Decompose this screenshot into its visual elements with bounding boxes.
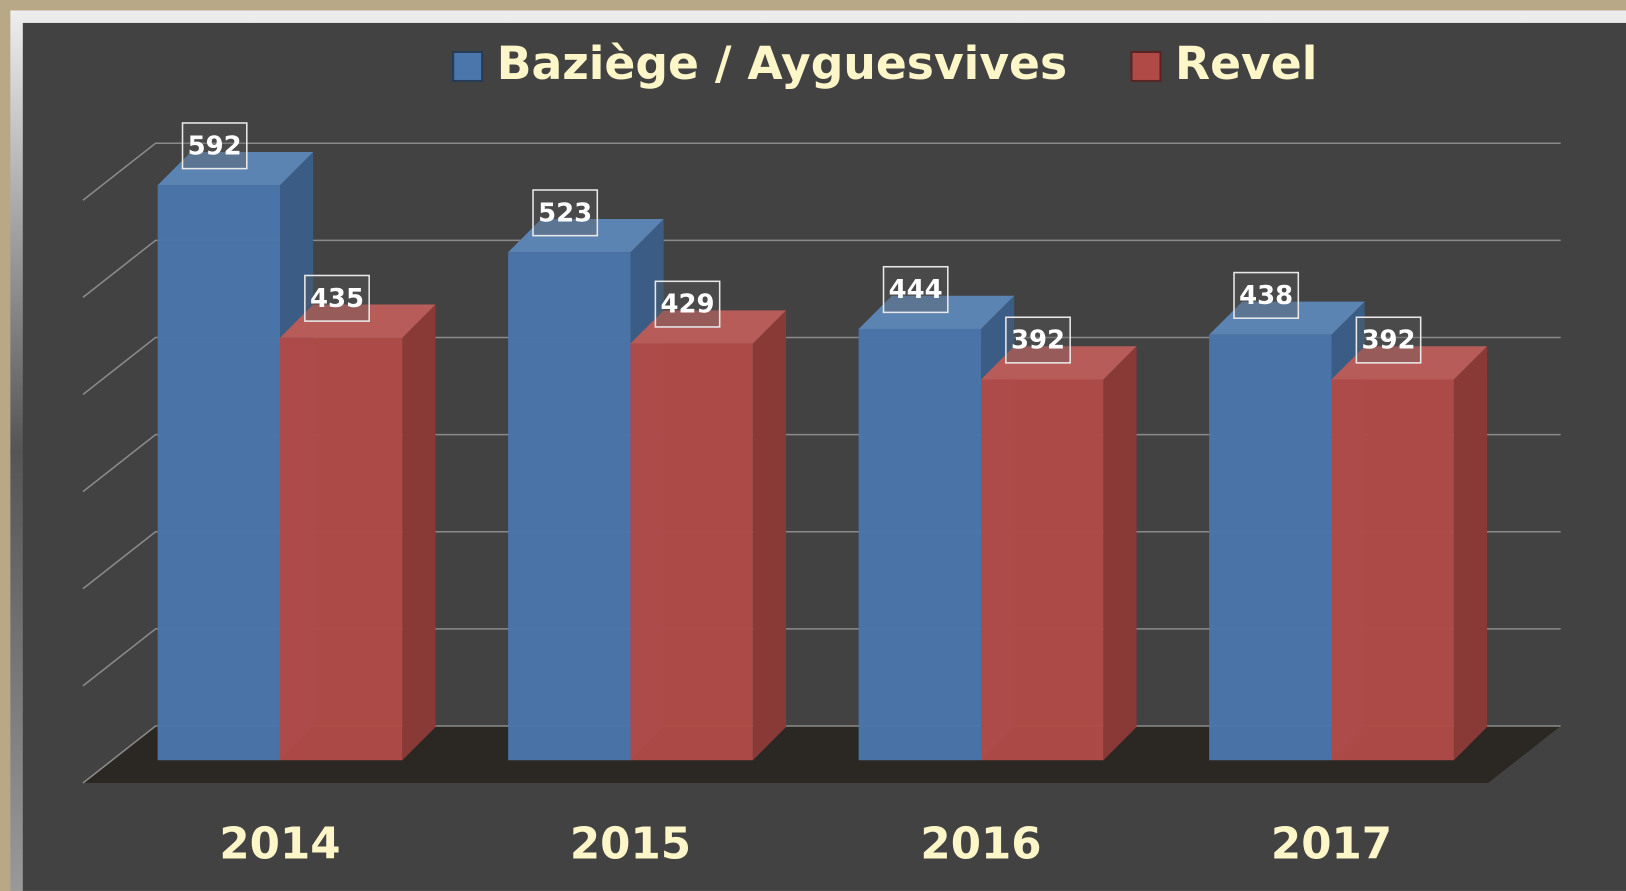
bar-side — [402, 304, 436, 761]
data-label-box — [1355, 316, 1422, 364]
data-label-box — [882, 265, 949, 314]
bar-front — [157, 185, 280, 761]
bar — [980, 346, 1137, 761]
data-label-box — [1233, 271, 1300, 319]
bar — [630, 310, 787, 761]
bar-front — [858, 328, 981, 761]
data-label: 444 — [889, 275, 943, 305]
bar-front — [508, 252, 631, 761]
legend-label: Revel — [1175, 37, 1317, 90]
data-label-box — [532, 189, 599, 237]
bar-front — [279, 337, 403, 761]
bar-front — [980, 379, 1104, 761]
data-label: 392 — [1011, 326, 1065, 356]
bar-side — [1103, 346, 1137, 761]
bar — [1331, 346, 1488, 761]
data-label-box — [181, 122, 248, 170]
bar-front — [1209, 334, 1332, 761]
grid-line — [82, 239, 1561, 298]
data-label: 429 — [660, 290, 714, 320]
data-label: 438 — [1239, 281, 1293, 311]
legend-swatch — [452, 50, 484, 83]
grid-line — [82, 142, 1561, 201]
x-tick-label: 2017 — [1271, 819, 1392, 869]
bar-side — [752, 310, 787, 761]
legend-swatch — [1130, 50, 1162, 83]
x-tick-label: 2015 — [570, 819, 691, 869]
grid-line — [82, 336, 1561, 396]
data-label: 392 — [1361, 326, 1415, 356]
data-label: 523 — [538, 198, 592, 228]
data-label-box — [654, 280, 721, 328]
x-tick-label: 2016 — [920, 819, 1041, 869]
bar-front — [1331, 379, 1454, 761]
legend-label: Baziège / Ayguesvives — [497, 37, 1067, 90]
plot: 2014 2015 2016 2017 592 523 444 438 435 429 392 392… — [82, 37, 1561, 869]
bar-front — [630, 343, 753, 761]
data-label-box — [1005, 316, 1071, 364]
data-label: 435 — [310, 284, 364, 314]
bar-side — [1453, 346, 1488, 761]
data-label-box — [304, 274, 370, 322]
bar — [279, 304, 436, 761]
x-tick-label: 2014 — [219, 819, 340, 869]
floor — [82, 726, 1561, 784]
data-label: 592 — [188, 131, 242, 161]
